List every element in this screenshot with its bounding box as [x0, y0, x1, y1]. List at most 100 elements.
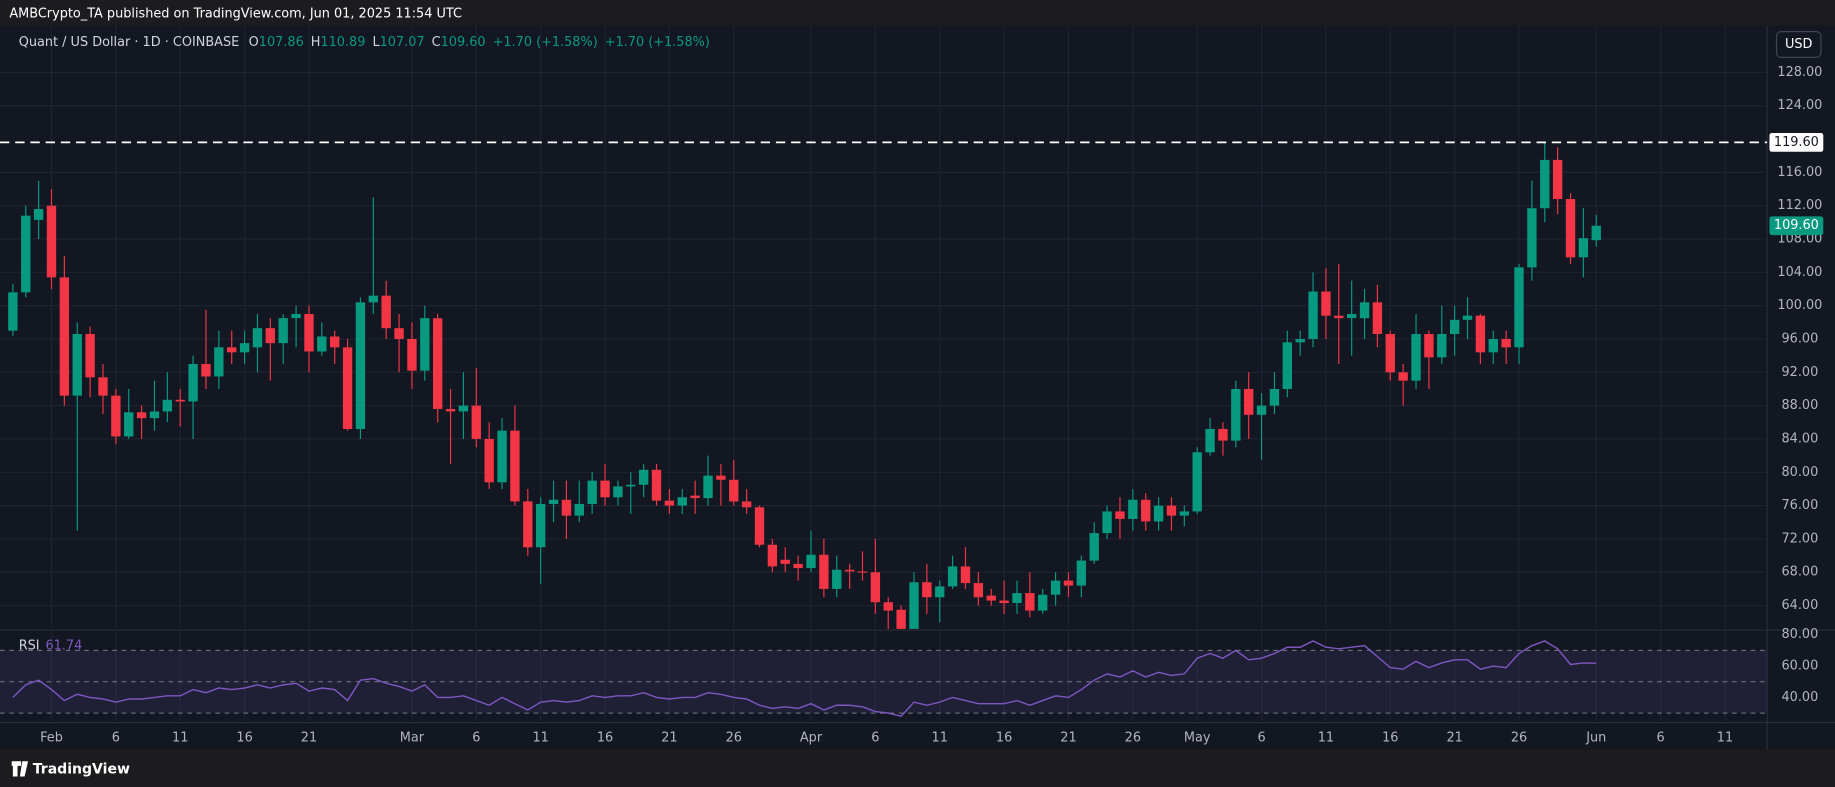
candle-body	[1321, 291, 1331, 316]
y-tick-label: 92.00	[1781, 365, 1818, 380]
ohlc-key: L	[372, 35, 380, 50]
candle-body	[317, 336, 327, 352]
y-tick-label: 76.00	[1781, 498, 1818, 513]
candle-body	[201, 363, 211, 377]
symbol: Quant / US Dollar · 1D · COINBASE	[19, 35, 240, 50]
candle-body	[1115, 511, 1125, 519]
candle-body	[935, 586, 945, 598]
currency-button[interactable]	[1775, 31, 1822, 58]
candle-body	[8, 292, 18, 331]
candle-body	[278, 318, 288, 344]
y-tick-label: 104.00	[1777, 265, 1822, 280]
candle-body	[46, 205, 57, 278]
candle-body	[844, 569, 855, 572]
candle-body	[381, 295, 391, 329]
x-tick-label: 16	[236, 730, 252, 745]
top-bar	[0, 0, 1835, 26]
y-tick-label: 88.00	[1781, 398, 1818, 413]
candle-body	[574, 503, 584, 516]
candle-body	[1166, 505, 1177, 516]
candle-body	[1424, 333, 1434, 358]
candle-body	[664, 500, 675, 506]
hline-label: 119.60	[1774, 135, 1819, 150]
x-tick-label: 6	[112, 730, 120, 745]
candle-body	[1038, 594, 1048, 611]
candle-body	[124, 412, 134, 437]
candle-body	[59, 277, 70, 396]
candle-body	[1269, 388, 1280, 406]
candle-body	[33, 209, 44, 220]
x-tick-label: Apr	[800, 730, 823, 745]
candle-body	[1501, 338, 1511, 348]
candle-body	[1012, 593, 1022, 604]
y-tick-label: 84.00	[1781, 431, 1818, 446]
candle-body	[458, 405, 469, 412]
candle-body	[1411, 333, 1421, 381]
candle-body	[741, 501, 752, 508]
candle-body	[806, 554, 816, 569]
rsi-tick-label: 60.00	[1781, 659, 1818, 674]
x-tick-label: Feb	[40, 730, 63, 745]
y-tick-label: 124.00	[1777, 98, 1822, 113]
candle-body	[947, 566, 958, 587]
candle-body	[1398, 372, 1408, 381]
candle-body	[394, 328, 404, 339]
candle-body	[1076, 560, 1087, 586]
x-tick-label: 11	[1717, 730, 1733, 745]
x-tick-label: 6	[472, 730, 480, 745]
x-tick-label: 21	[301, 730, 317, 745]
candle-body	[523, 501, 533, 548]
candle-body	[188, 363, 198, 402]
candle-body	[626, 484, 636, 487]
candle-body	[1591, 225, 1601, 241]
candle-body	[703, 475, 713, 499]
x-tick-label: May	[1184, 730, 1211, 745]
x-tick-label: 11	[932, 730, 948, 745]
ohlc-value: 107.07	[380, 35, 425, 50]
candle-body	[1141, 499, 1151, 522]
y-tick-label: 128.00	[1777, 65, 1822, 80]
candle-body	[535, 503, 546, 548]
candle-body	[484, 438, 494, 483]
candle-body	[21, 215, 31, 293]
candle-body	[883, 602, 893, 611]
change: +1.70 (+1.58%)	[493, 35, 598, 50]
price-pane	[0, 25, 1768, 629]
candle-body	[1346, 314, 1357, 319]
candle-body	[587, 480, 597, 504]
hline-tag	[1769, 133, 1824, 152]
candle-body	[1308, 291, 1318, 339]
x-tick-label: 16	[597, 730, 613, 745]
candle-body	[162, 399, 173, 412]
x-tick-label: 16	[996, 730, 1012, 745]
candle-body	[716, 475, 726, 480]
candle-body	[342, 347, 353, 429]
candle-body	[136, 412, 147, 419]
y-tick-label: 80.00	[1781, 465, 1818, 480]
candle-body	[1514, 267, 1524, 348]
ohlc-key: C	[432, 35, 441, 50]
y-tick-label: 96.00	[1781, 331, 1818, 346]
candle-body	[265, 328, 276, 344]
candle-body	[651, 469, 662, 501]
candle-body	[1385, 333, 1395, 373]
candle-body	[896, 609, 906, 629]
x-tick-label: Jun	[1585, 730, 1606, 745]
candle-body	[973, 583, 984, 598]
candle-body	[922, 582, 932, 598]
candle-body	[239, 343, 250, 353]
candle-body	[330, 336, 340, 348]
candle-body	[1063, 580, 1074, 586]
y-tick-label: 108.00	[1777, 232, 1822, 247]
candle-body	[433, 318, 443, 409]
candle-body	[291, 314, 301, 319]
candle-body	[85, 333, 95, 378]
candle-body	[1437, 333, 1447, 358]
currency-label: USD	[1785, 37, 1813, 52]
candle-body	[1205, 428, 1215, 453]
x-tick-label: 26	[726, 730, 742, 745]
publisher-line: AMBCrypto_TA published on TradingView.co…	[9, 7, 462, 22]
candle-body	[420, 318, 430, 371]
